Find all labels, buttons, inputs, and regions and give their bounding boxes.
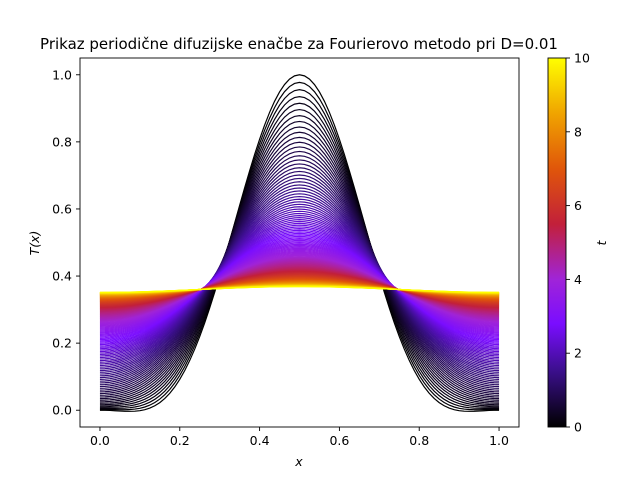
profile-curve bbox=[99, 146, 500, 395]
profile-curve bbox=[99, 74, 500, 412]
profile-curve bbox=[99, 181, 500, 379]
profile-curve bbox=[99, 141, 500, 396]
profile-curve bbox=[99, 208, 500, 362]
profile-curve bbox=[99, 193, 500, 372]
colorbar-tick-label: 4 bbox=[574, 272, 582, 287]
y-tick-label: 0.2 bbox=[52, 336, 72, 351]
profile-curve bbox=[99, 226, 500, 348]
profile-curve bbox=[99, 131, 500, 400]
profile-curve bbox=[99, 150, 500, 393]
profile-curve bbox=[99, 195, 500, 370]
profile-curve bbox=[99, 231, 500, 344]
colorbar-axis: 0 2 4 6 8 10 bbox=[566, 51, 590, 435]
profile-curve bbox=[99, 95, 500, 408]
x-tick-label: 0.8 bbox=[409, 433, 429, 448]
profile-curve bbox=[99, 159, 500, 389]
profile-curve bbox=[99, 224, 500, 350]
plot-frame bbox=[79, 57, 520, 428]
profile-curve bbox=[99, 217, 500, 356]
x-tick-label: 0.2 bbox=[170, 433, 190, 448]
profile-curve bbox=[99, 177, 500, 380]
colorbar-tick-label: 6 bbox=[574, 198, 582, 213]
profile-curve bbox=[99, 232, 500, 343]
profile-curve bbox=[99, 286, 500, 293]
profile-curve bbox=[99, 201, 500, 367]
profile-curve bbox=[99, 212, 500, 359]
colorbar-tick-label: 0 bbox=[574, 420, 582, 435]
profile-curve bbox=[99, 89, 500, 409]
profile-curve bbox=[99, 229, 500, 346]
y-tick-label: 0.8 bbox=[52, 134, 72, 149]
profile-curve bbox=[99, 174, 500, 382]
profile-curve bbox=[99, 187, 500, 375]
profile-curve bbox=[99, 190, 500, 373]
y-tick-label: 0.4 bbox=[52, 269, 72, 284]
profile-curve bbox=[99, 234, 500, 342]
profile-curve bbox=[99, 126, 500, 401]
x-tick-label: 0.4 bbox=[250, 433, 270, 448]
colorbar-tick-label: 2 bbox=[574, 346, 582, 361]
profile-curve bbox=[99, 184, 500, 377]
y-axis: 0.0 0.2 0.4 0.6 0.8 1.0 bbox=[52, 67, 80, 418]
x-tick-label: 1.0 bbox=[489, 433, 509, 448]
x-tick-label: 0.0 bbox=[90, 433, 110, 448]
colorbar-tick-label: 10 bbox=[574, 51, 590, 66]
profile-curve bbox=[99, 81, 500, 411]
profile-curve bbox=[99, 222, 500, 351]
colorbar bbox=[547, 57, 567, 428]
profile-curve bbox=[99, 115, 500, 404]
x-axis: 0.0 0.2 0.4 0.6 0.8 1.0 bbox=[90, 427, 509, 448]
profile-curve bbox=[99, 102, 500, 407]
profile-curve bbox=[99, 167, 500, 386]
profile-curve bbox=[99, 155, 500, 391]
profile-curve bbox=[99, 228, 500, 347]
curve-family bbox=[99, 74, 500, 412]
y-tick-label: 1.0 bbox=[52, 67, 72, 82]
profile-curve bbox=[99, 203, 500, 365]
profile-curve bbox=[99, 219, 500, 354]
profile-curve bbox=[99, 206, 500, 363]
x-tick-label: 0.6 bbox=[329, 433, 349, 448]
colorbar-tick-label: 8 bbox=[574, 124, 582, 139]
profile-curve bbox=[99, 220, 500, 353]
profile-curve bbox=[99, 120, 500, 403]
x-axis-label: x bbox=[294, 454, 303, 469]
profile-curve bbox=[99, 214, 500, 357]
y-tick-label: 0.6 bbox=[52, 201, 72, 216]
profile-curve bbox=[99, 163, 500, 388]
y-tick-label: 0.0 bbox=[52, 403, 72, 418]
profile-curve bbox=[99, 210, 500, 360]
profile-curve bbox=[99, 136, 500, 398]
chart-title: Prikaz periodične difuzijske enačbe za F… bbox=[40, 35, 558, 53]
profile-curve bbox=[99, 170, 500, 384]
profile-curve bbox=[99, 198, 500, 368]
y-axis-label: T(x) bbox=[27, 231, 42, 256]
profile-curve bbox=[99, 108, 500, 406]
colorbar-label: t bbox=[594, 239, 609, 245]
